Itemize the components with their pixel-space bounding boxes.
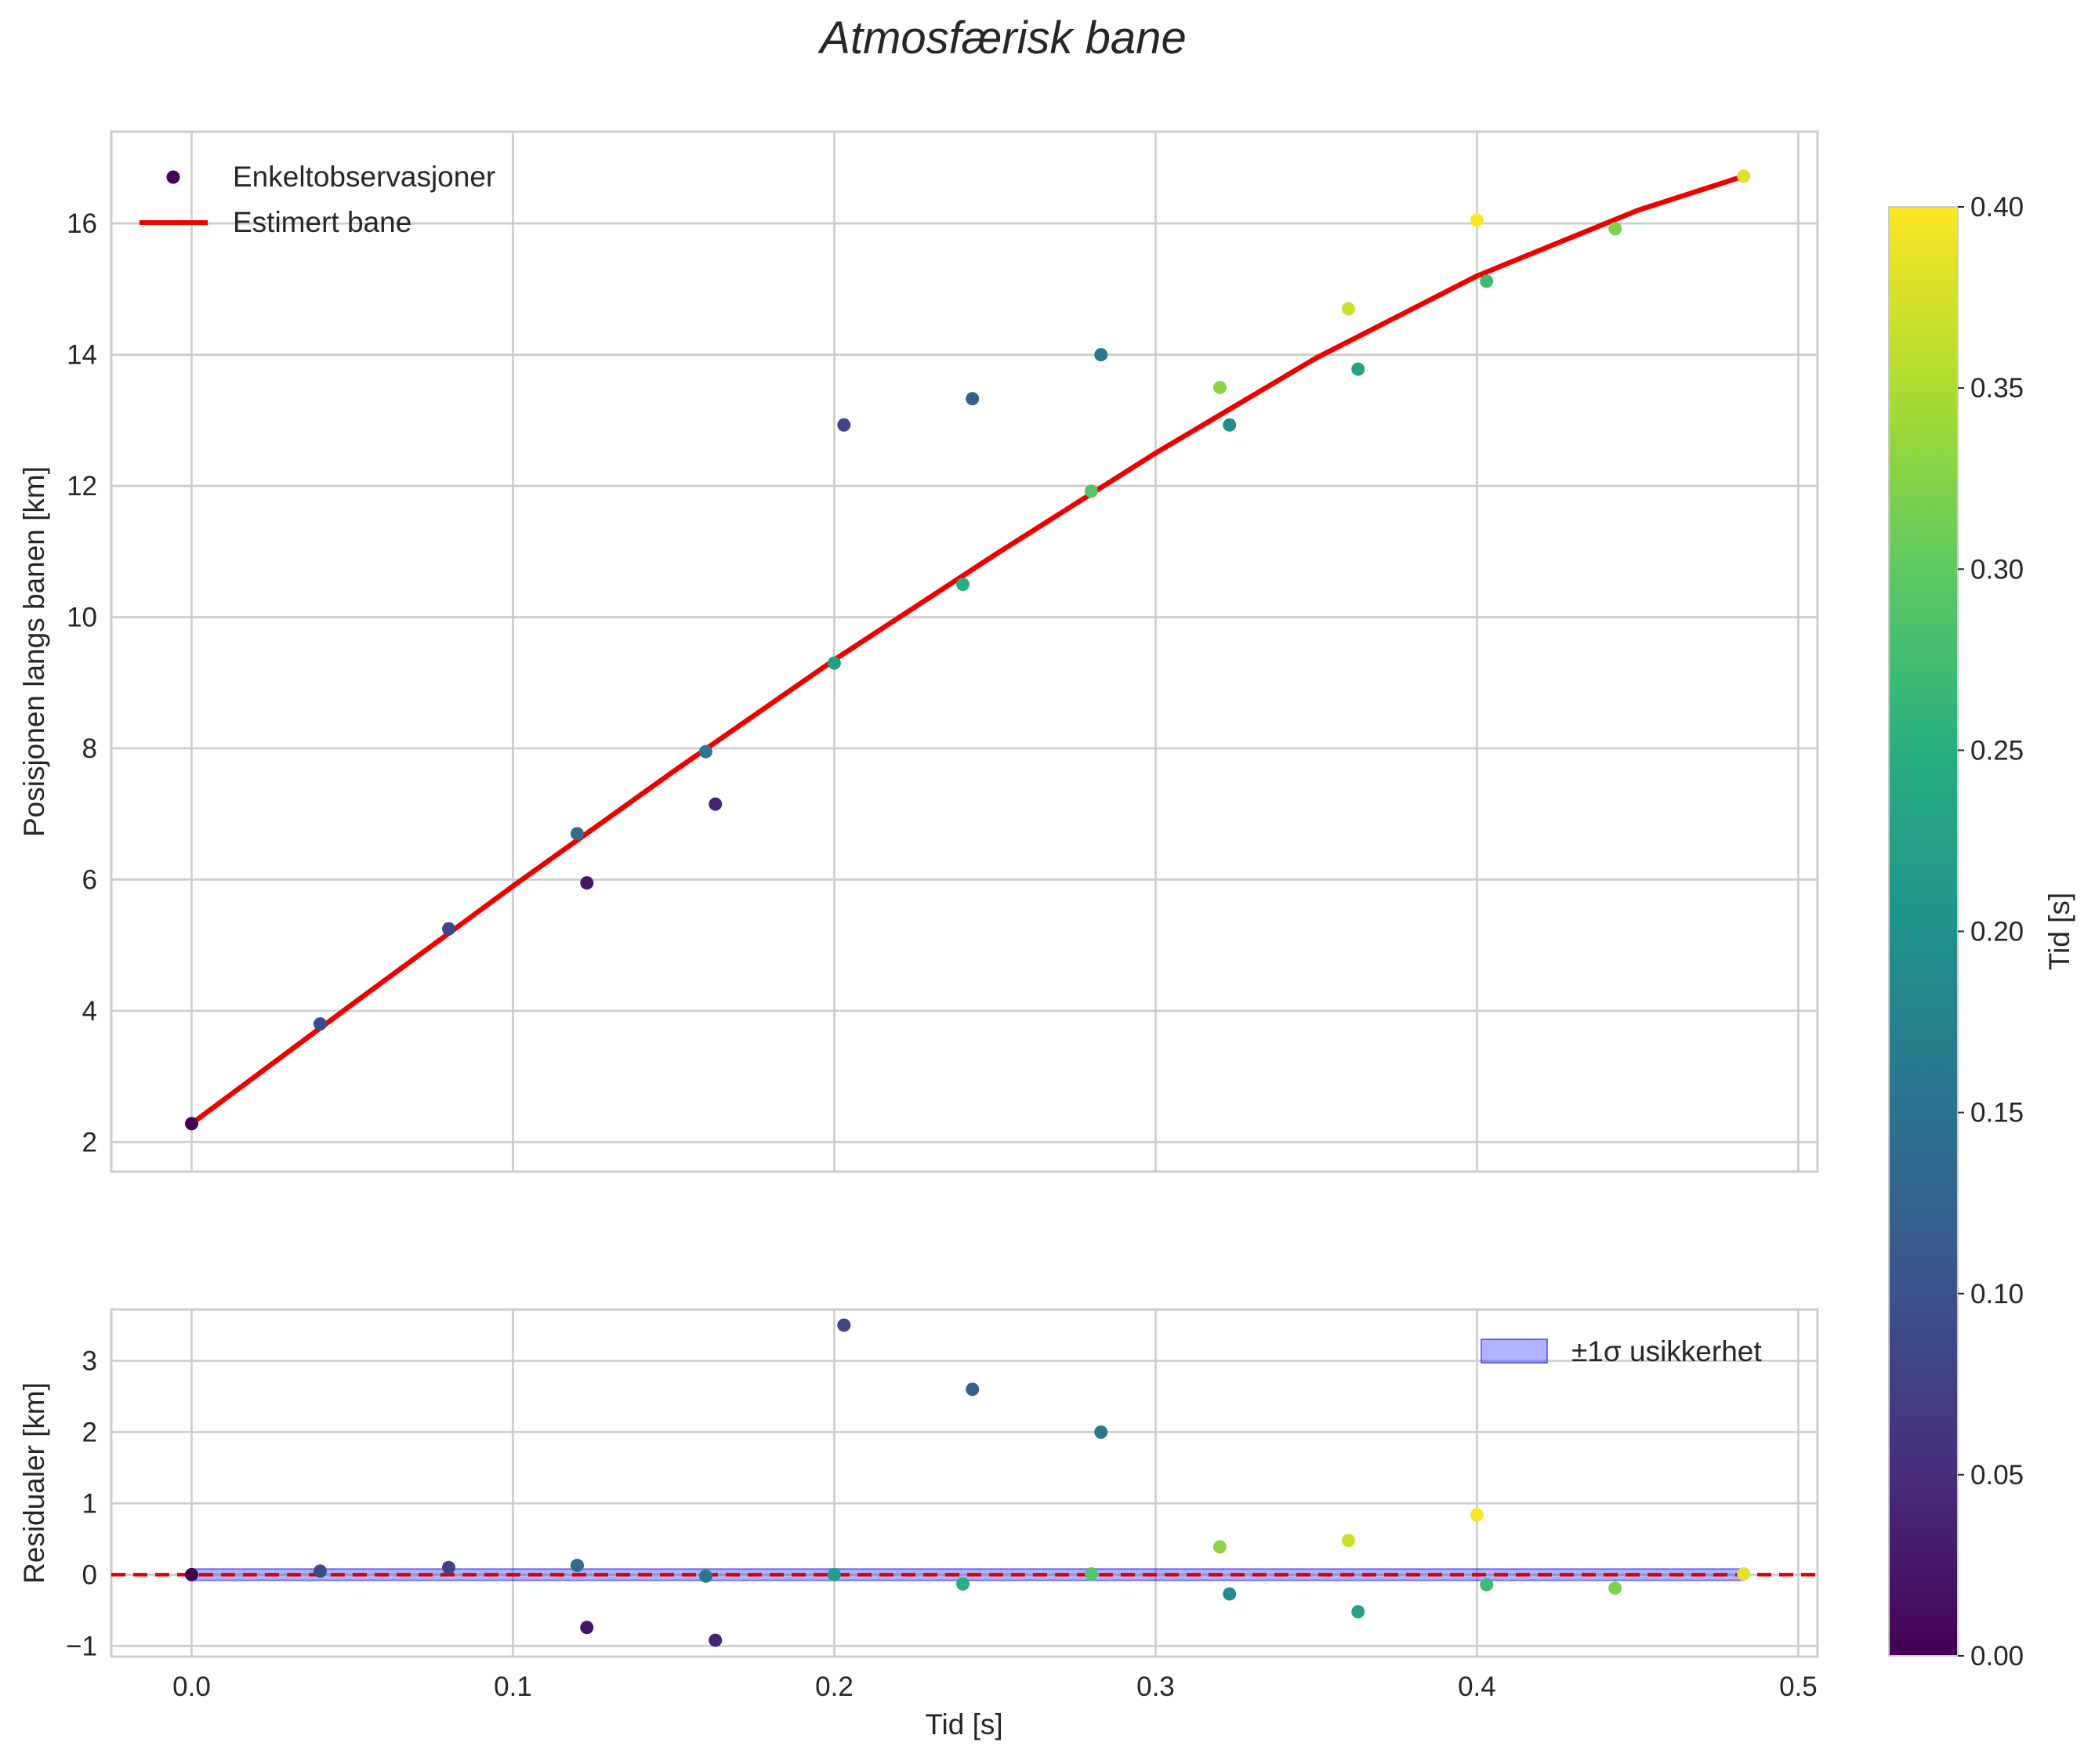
x-tick-label: 0.0 xyxy=(172,1672,211,1702)
observation-point xyxy=(955,578,970,592)
observation-point xyxy=(570,827,584,841)
residual-point xyxy=(1737,1567,1751,1581)
colorbar-tick-label: 0.10 xyxy=(1970,1279,2024,1309)
observation-point xyxy=(1470,213,1484,227)
observation-point xyxy=(1480,274,1494,288)
observation-point xyxy=(184,1117,198,1131)
colorbar-tick-label: 0.15 xyxy=(1970,1098,2024,1128)
residual-point xyxy=(709,1633,723,1647)
observation-point xyxy=(1608,222,1622,236)
colorbar-tick-label: 0.40 xyxy=(1970,192,2024,223)
observation-point xyxy=(709,797,723,811)
observation-point xyxy=(313,1017,327,1031)
residual-point xyxy=(580,1621,594,1635)
colorbar-tick-label: 0.35 xyxy=(1970,373,2024,404)
x-tick-label: 0.1 xyxy=(494,1672,532,1702)
observation-point xyxy=(1341,302,1355,316)
colorbar-tick-label: 0.05 xyxy=(1970,1460,2024,1491)
top-legend: Enkeltobservasjoner Estimert bane xyxy=(140,161,495,238)
residual-point xyxy=(1094,1425,1108,1439)
top-y-tick-label: 12 xyxy=(67,471,97,502)
bottom-panel-axes: 0.0 0.1 0.2 0.3 0.4 0.5 −1 0 1 2 3 xyxy=(66,1346,1818,1702)
colorbar-ticks: 0.00 0.05 0.10 0.15 0.20 0.25 0.30 0.35 0.40 xyxy=(1958,192,2024,1672)
top-panel-frame xyxy=(110,130,1819,1173)
observation-point xyxy=(827,656,841,670)
top-y-tick-label: 4 xyxy=(82,996,97,1027)
residual-point xyxy=(966,1382,980,1396)
bottom-y-axis-label: Residualer [km] xyxy=(18,1382,50,1584)
residual-point xyxy=(1223,1587,1237,1601)
residual-point xyxy=(1480,1577,1494,1592)
observation-point xyxy=(580,876,594,890)
x-tick-label: 0.5 xyxy=(1779,1672,1818,1702)
observation-point xyxy=(966,392,980,406)
residual-point xyxy=(1084,1567,1098,1581)
legend-label-fit-line: Estimert bane xyxy=(233,206,411,238)
top-panel-axes: 2 4 6 8 10 12 14 16 xyxy=(67,208,97,1157)
residual-point xyxy=(1351,1605,1365,1619)
observation-point xyxy=(698,744,712,759)
residual-point xyxy=(184,1567,198,1581)
legend-label-observations: Enkeltobservasjoner xyxy=(233,161,495,193)
top-y-tick-label: 6 xyxy=(82,864,97,895)
observation-point xyxy=(1223,418,1237,432)
colorbar-label: Tid [s] xyxy=(2043,893,2075,970)
bottom-y-tick-label: −1 xyxy=(66,1631,97,1661)
chart-title: Atmosfærisk bane xyxy=(817,13,1186,63)
observation-point xyxy=(1084,484,1098,498)
residual-point xyxy=(827,1567,841,1581)
top-y-tick-label: 2 xyxy=(82,1127,97,1157)
top-y-tick-label: 10 xyxy=(67,603,97,633)
observation-point xyxy=(441,922,455,936)
top-y-tick-label: 14 xyxy=(67,340,97,371)
legend-marker-band xyxy=(1481,1338,1548,1364)
observation-point xyxy=(1737,169,1751,183)
residual-point xyxy=(837,1318,851,1332)
fit-line xyxy=(190,173,1745,1126)
observation-point xyxy=(1351,362,1365,376)
residual-point xyxy=(1341,1534,1355,1548)
x-axis-label: Tid [s] xyxy=(925,1708,1002,1740)
residual-point xyxy=(313,1564,327,1578)
colorbar xyxy=(1888,206,1959,1657)
top-y-axis-label: Posisjonen langs banen [km] xyxy=(18,466,50,837)
bottom-legend: ±1σ usikkerhet xyxy=(1481,1335,1762,1367)
x-tick-label: 0.3 xyxy=(1136,1672,1175,1702)
residual-point xyxy=(955,1577,970,1591)
observation-point xyxy=(837,418,851,432)
bottom-y-tick-label: 3 xyxy=(82,1346,97,1376)
bottom-y-tick-label: 1 xyxy=(82,1488,97,1519)
legend-marker-observations xyxy=(166,170,180,184)
observations-layer xyxy=(184,169,1751,1131)
colorbar-tick-label: 0.25 xyxy=(1970,735,2024,766)
legend-label-band: ±1σ usikkerhet xyxy=(1571,1335,1762,1367)
bottom-y-tick-label: 2 xyxy=(82,1417,97,1447)
colorbar-tick-label: 0.00 xyxy=(1970,1641,2024,1672)
bottom-panel-grid xyxy=(111,1309,1818,1657)
colorbar-tick-label: 0.30 xyxy=(1970,554,2024,585)
fit-line-layer xyxy=(190,173,1745,1126)
bottom-panel-frame xyxy=(110,1308,1819,1658)
residual-point xyxy=(441,1560,455,1574)
bottom-y-tick-label: 0 xyxy=(82,1559,97,1590)
observation-point xyxy=(1212,381,1227,395)
x-tick-label: 0.2 xyxy=(815,1672,854,1702)
top-y-tick-label: 16 xyxy=(67,208,97,239)
residual-point xyxy=(570,1559,584,1573)
residual-point xyxy=(1608,1581,1622,1596)
x-tick-label: 0.4 xyxy=(1458,1672,1496,1702)
residual-point xyxy=(1212,1540,1227,1554)
top-y-tick-label: 8 xyxy=(82,733,97,764)
top-panel-grid xyxy=(111,132,1818,1172)
colorbar-tick-label: 0.20 xyxy=(1970,917,2024,947)
observation-point xyxy=(1094,348,1108,362)
residuals-layer xyxy=(184,1318,1751,1647)
residual-point xyxy=(698,1569,712,1583)
residual-point xyxy=(1470,1508,1484,1522)
